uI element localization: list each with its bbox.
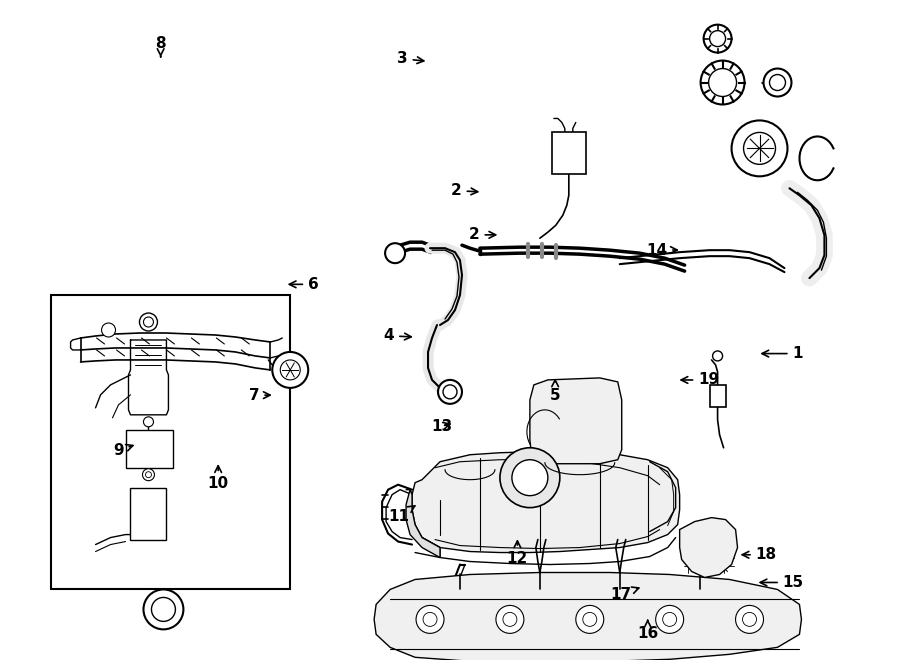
- Text: 5: 5: [550, 380, 561, 403]
- Circle shape: [146, 472, 151, 478]
- Circle shape: [423, 612, 437, 627]
- Circle shape: [708, 69, 736, 97]
- Circle shape: [735, 605, 763, 633]
- Bar: [125, 430, 174, 468]
- Polygon shape: [406, 490, 440, 557]
- Circle shape: [770, 75, 786, 91]
- Text: 2: 2: [469, 227, 496, 243]
- Circle shape: [273, 352, 308, 388]
- Text: 7: 7: [248, 387, 270, 403]
- Circle shape: [743, 132, 776, 165]
- Text: 3: 3: [397, 52, 424, 66]
- Text: 19: 19: [681, 372, 719, 387]
- Circle shape: [662, 612, 677, 627]
- Circle shape: [102, 323, 115, 337]
- Circle shape: [416, 605, 444, 633]
- Text: 17: 17: [610, 587, 639, 602]
- Circle shape: [763, 69, 791, 97]
- Circle shape: [280, 360, 301, 380]
- Circle shape: [503, 612, 517, 627]
- Text: 12: 12: [507, 541, 528, 566]
- Circle shape: [385, 243, 405, 263]
- Circle shape: [443, 385, 457, 399]
- Circle shape: [700, 61, 744, 104]
- Text: 10: 10: [208, 466, 229, 491]
- Text: 1: 1: [762, 346, 803, 361]
- Text: 6: 6: [289, 277, 319, 292]
- Bar: [552, 132, 586, 175]
- Polygon shape: [530, 378, 622, 464]
- Text: 13: 13: [431, 418, 453, 434]
- Circle shape: [151, 598, 176, 621]
- Circle shape: [143, 317, 154, 327]
- Text: 8: 8: [156, 36, 166, 57]
- Text: 16: 16: [637, 620, 658, 641]
- Circle shape: [143, 590, 184, 629]
- Polygon shape: [412, 451, 680, 553]
- Bar: [130, 488, 166, 539]
- Circle shape: [742, 612, 757, 627]
- Circle shape: [142, 469, 155, 481]
- Circle shape: [438, 380, 462, 404]
- Text: 9: 9: [113, 443, 133, 458]
- Circle shape: [583, 612, 597, 627]
- Circle shape: [576, 605, 604, 633]
- Circle shape: [709, 30, 725, 46]
- Bar: [50, 295, 290, 590]
- Circle shape: [713, 351, 723, 361]
- Text: 11: 11: [388, 506, 415, 524]
- Text: 14: 14: [646, 243, 677, 258]
- Circle shape: [704, 24, 732, 53]
- Circle shape: [732, 120, 788, 176]
- Circle shape: [496, 605, 524, 633]
- Circle shape: [512, 460, 548, 496]
- Circle shape: [500, 447, 560, 508]
- Text: 4: 4: [383, 329, 411, 343]
- Circle shape: [656, 605, 684, 633]
- Text: 15: 15: [760, 575, 804, 590]
- Circle shape: [140, 313, 158, 331]
- Circle shape: [143, 417, 154, 427]
- Text: 18: 18: [742, 547, 777, 563]
- Polygon shape: [680, 518, 738, 578]
- Bar: [709, 385, 725, 407]
- Text: 2: 2: [451, 183, 478, 198]
- Polygon shape: [374, 572, 802, 661]
